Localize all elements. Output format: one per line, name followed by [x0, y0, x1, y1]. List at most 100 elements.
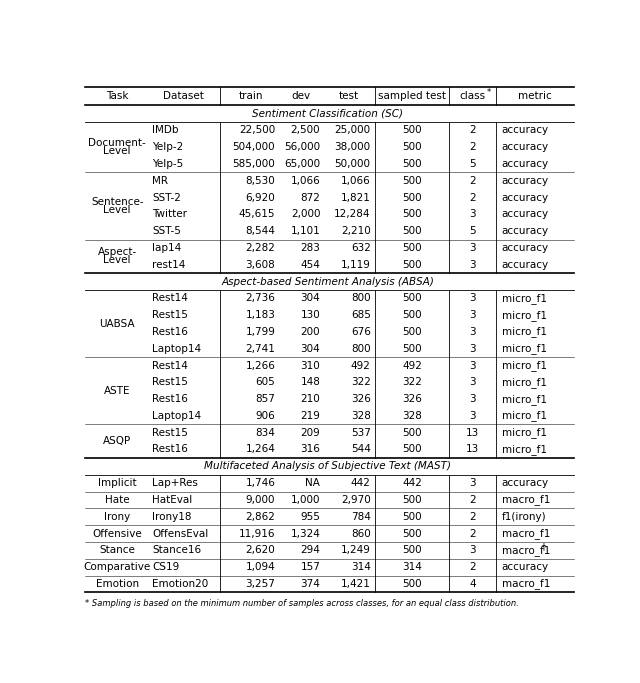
Text: 3: 3	[469, 377, 476, 387]
Text: micro_f1: micro_f1	[502, 410, 547, 421]
Text: macro_f1: macro_f1	[502, 494, 550, 505]
Text: 500: 500	[403, 512, 422, 522]
Text: 500: 500	[403, 545, 422, 555]
Text: 1,249: 1,249	[340, 545, 371, 555]
Text: 326: 326	[403, 394, 422, 404]
Text: accuracy: accuracy	[502, 260, 548, 270]
Text: IMDb: IMDb	[152, 126, 179, 135]
Text: train: train	[238, 92, 263, 101]
Text: 585,000: 585,000	[232, 159, 275, 169]
Text: Rest16: Rest16	[152, 445, 188, 454]
Text: 13: 13	[466, 445, 479, 454]
Text: accuracy: accuracy	[502, 209, 548, 219]
Text: 500: 500	[403, 344, 422, 354]
Text: lap14: lap14	[152, 243, 181, 253]
Text: 219: 219	[300, 411, 320, 421]
Text: Yelp-2: Yelp-2	[152, 142, 183, 152]
Text: 500: 500	[403, 226, 422, 236]
Text: 304: 304	[301, 294, 320, 303]
Text: Sentiment Classification (SC): Sentiment Classification (SC)	[253, 109, 403, 119]
Text: Level: Level	[104, 146, 131, 156]
Text: 56,000: 56,000	[284, 142, 320, 152]
Text: 3: 3	[469, 411, 476, 421]
Text: 6,920: 6,920	[246, 193, 275, 203]
Text: 13: 13	[466, 428, 479, 438]
Text: Yelp-5: Yelp-5	[152, 159, 183, 169]
Text: 500: 500	[403, 294, 422, 303]
Text: 3: 3	[469, 294, 476, 303]
Text: micro_f1: micro_f1	[502, 444, 547, 455]
Text: 800: 800	[351, 294, 371, 303]
Text: Twitter: Twitter	[152, 209, 187, 219]
Text: * Sampling is based on the minimum number of samples across classes, for an equa: * Sampling is based on the minimum numbe…	[85, 599, 519, 609]
Text: macro_f1: macro_f1	[502, 545, 550, 556]
Text: OffensEval: OffensEval	[152, 529, 209, 539]
Text: rest14: rest14	[152, 260, 186, 270]
Text: 326: 326	[351, 394, 371, 404]
Text: MR: MR	[152, 176, 168, 186]
Text: 2: 2	[469, 512, 476, 522]
Text: 492: 492	[351, 361, 371, 371]
Text: 2,620: 2,620	[246, 545, 275, 555]
Text: 2: 2	[469, 176, 476, 186]
Text: 3: 3	[469, 361, 476, 371]
Text: test: test	[339, 92, 358, 101]
Text: 500: 500	[403, 529, 422, 539]
Text: 8,530: 8,530	[246, 176, 275, 186]
Text: micro_f1: micro_f1	[502, 393, 547, 404]
Text: Emotion20: Emotion20	[152, 579, 209, 589]
Text: 500: 500	[403, 209, 422, 219]
Text: 1,746: 1,746	[245, 478, 275, 488]
Text: Level: Level	[104, 205, 131, 215]
Text: metric: metric	[518, 92, 552, 101]
Text: 2: 2	[469, 193, 476, 203]
Text: Rest15: Rest15	[152, 377, 188, 387]
Text: 3: 3	[469, 478, 476, 488]
Text: 500: 500	[403, 193, 422, 203]
Text: ASTE: ASTE	[104, 386, 131, 395]
Text: 328: 328	[351, 411, 371, 421]
Text: 1,119: 1,119	[340, 260, 371, 270]
Text: Sentence-: Sentence-	[91, 197, 143, 207]
Text: 283: 283	[300, 243, 320, 253]
Text: 1,264: 1,264	[245, 445, 275, 454]
Text: 454: 454	[300, 260, 320, 270]
Text: 500: 500	[403, 176, 422, 186]
Text: accuracy: accuracy	[502, 142, 548, 152]
Text: 5: 5	[469, 159, 476, 169]
Text: Rest15: Rest15	[152, 428, 188, 438]
Text: accuracy: accuracy	[502, 176, 548, 186]
Text: Implicit: Implicit	[98, 478, 136, 488]
Text: f1(irony): f1(irony)	[502, 512, 546, 522]
Text: accuracy: accuracy	[502, 159, 548, 169]
Text: Offensive: Offensive	[92, 529, 142, 539]
Text: 374: 374	[300, 579, 320, 589]
Text: 3: 3	[469, 243, 476, 253]
Text: 632: 632	[351, 243, 371, 253]
Text: Stance: Stance	[99, 545, 135, 555]
Text: macro_f1: macro_f1	[502, 579, 550, 589]
Text: micro_f1: micro_f1	[502, 344, 547, 354]
Text: Aspect-: Aspect-	[97, 247, 137, 257]
Text: accuracy: accuracy	[502, 243, 548, 253]
Text: 906: 906	[255, 411, 275, 421]
Text: 322: 322	[351, 377, 371, 387]
Text: Stance16: Stance16	[152, 545, 201, 555]
Text: accuracy: accuracy	[502, 126, 548, 135]
Text: Dataset: Dataset	[163, 92, 204, 101]
Text: 65,000: 65,000	[284, 159, 320, 169]
Text: *: *	[486, 88, 491, 97]
Text: 492: 492	[403, 361, 422, 371]
Text: †: †	[542, 542, 546, 551]
Text: ASQP: ASQP	[103, 436, 131, 446]
Text: 38,000: 38,000	[335, 142, 371, 152]
Text: NA: NA	[305, 478, 320, 488]
Text: dev: dev	[291, 92, 310, 101]
Text: UABSA: UABSA	[99, 318, 135, 329]
Text: 2,282: 2,282	[245, 243, 275, 253]
Text: Laptop14: Laptop14	[152, 344, 201, 354]
Text: 1,066: 1,066	[341, 176, 371, 186]
Text: 130: 130	[301, 310, 320, 320]
Text: 860: 860	[351, 529, 371, 539]
Text: 500: 500	[403, 126, 422, 135]
